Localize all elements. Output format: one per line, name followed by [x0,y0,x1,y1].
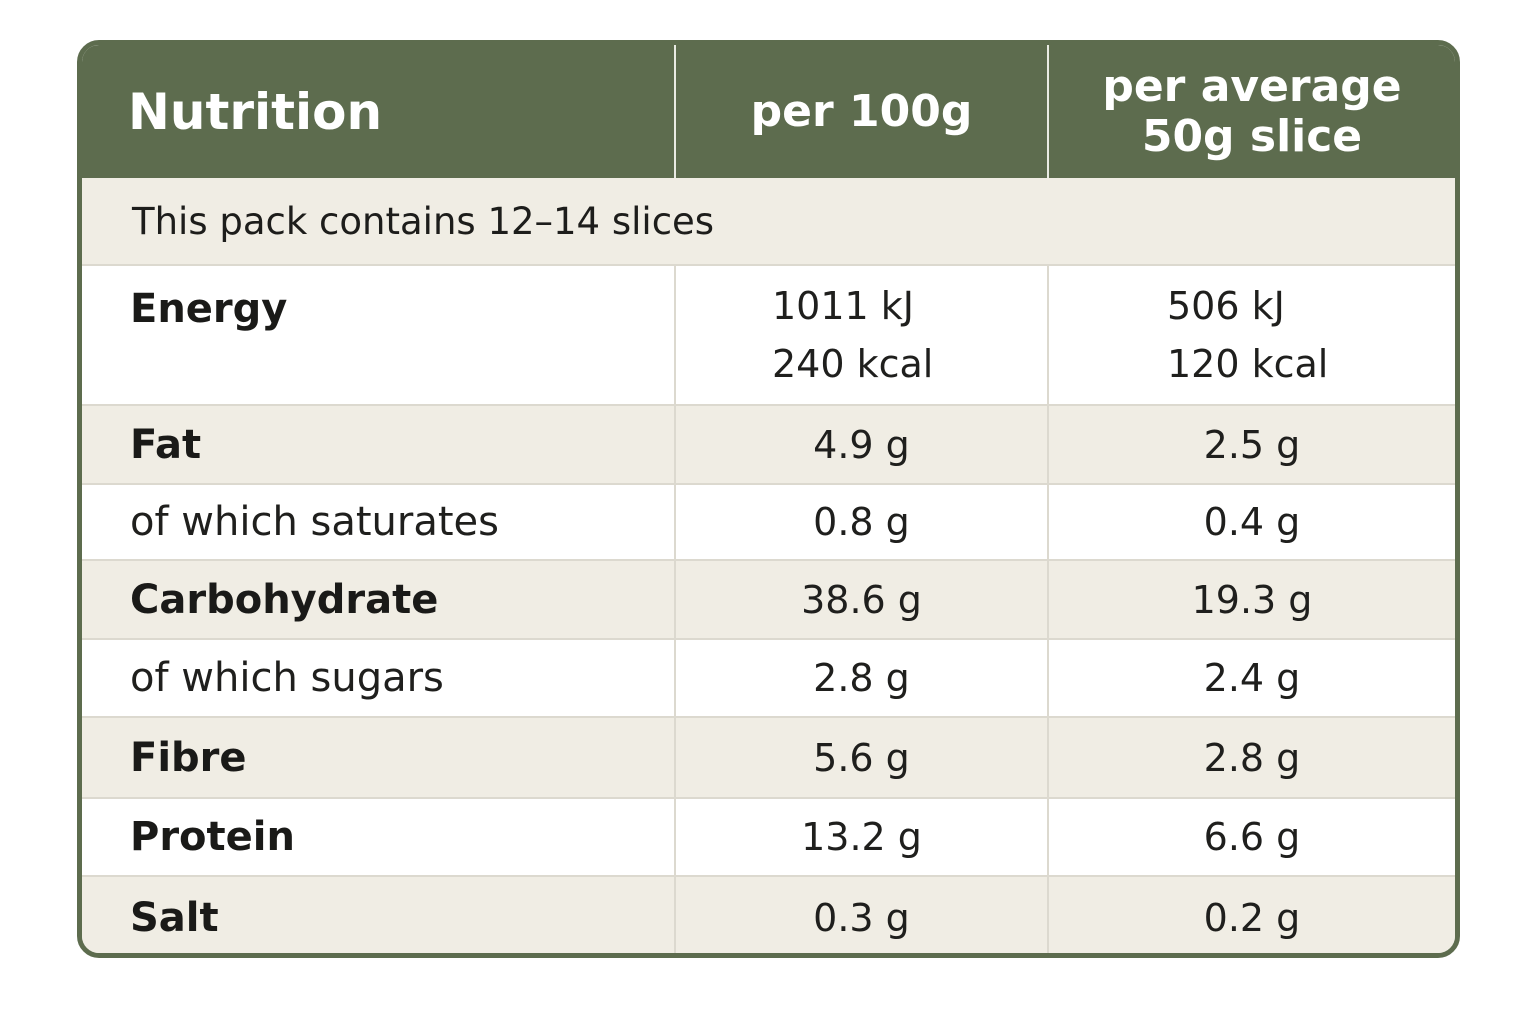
value-per-slice: 19.3 g [1191,577,1313,622]
table-row-fibre: Fibre 5.6 g 2.8 g [82,718,1455,799]
value-per-slice: 0.4 g [1203,500,1301,544]
energy-slice-kcal: 120 kcal [1167,342,1329,386]
value-per100: 2.8 g [813,656,910,700]
header-per-slice: per average 50g slice [1047,45,1455,178]
row-label: Protein [130,814,295,860]
row-label: of which saturates [130,499,499,545]
table-header: Nutrition per 100g per average 50g slice [82,45,1455,178]
table-row-fat: Fat 4.9 g 2.5 g [82,406,1455,485]
row-label: Salt [130,894,219,941]
row-label: Carbohydrate [130,576,439,623]
table-row-salt: Salt 0.3 g 0.2 g [82,877,1455,953]
pack-info-row: This pack contains 12–14 slices [82,178,1455,266]
value-per-slice: 2.8 g [1203,735,1301,780]
nutrition-table: Nutrition per 100g per average 50g slice… [77,40,1460,958]
value-per100: 13.2 g [801,815,922,859]
value-per100: 38.6 g [801,577,922,622]
value-per-slice: 6.6 g [1203,815,1301,859]
table-row-energy: Energy 1011 kJ 240 kcal 506 kJ 120 kcal [82,266,1455,406]
value-per100: 4.9 g [813,422,910,467]
energy-slice-kj: 506 kJ [1167,284,1285,328]
table-row-protein: Protein 13.2 g 6.6 g [82,799,1455,877]
value-per-slice: 2.4 g [1203,656,1301,700]
header-nutrition: Nutrition [128,82,383,141]
value-per100: 5.6 g [813,735,910,780]
value-per100: 0.3 g [813,895,910,940]
energy-per100-kj: 1011 kJ [772,284,914,328]
row-label: of which sugars [130,655,444,701]
header-per-100g: per 100g [674,45,1047,178]
pack-info-text: This pack contains 12–14 slices [132,199,715,243]
value-per-slice: 0.2 g [1203,895,1301,940]
value-per-slice: 2.5 g [1203,422,1301,467]
header-per-slice-line2: 50g slice [1141,110,1363,162]
energy-per100-kcal: 240 kcal [772,342,934,386]
table-row-sugars: of which sugars 2.8 g 2.4 g [82,640,1455,718]
row-label: Fibre [130,734,247,781]
row-label: Energy [130,286,288,332]
table-row-saturates: of which saturates 0.8 g 0.4 g [82,485,1455,561]
header-per-slice-line1: per average [1102,60,1402,112]
table-row-carbohydrate: Carbohydrate 38.6 g 19.3 g [82,561,1455,640]
value-per100: 0.8 g [813,500,910,544]
row-label: Fat [130,421,202,468]
